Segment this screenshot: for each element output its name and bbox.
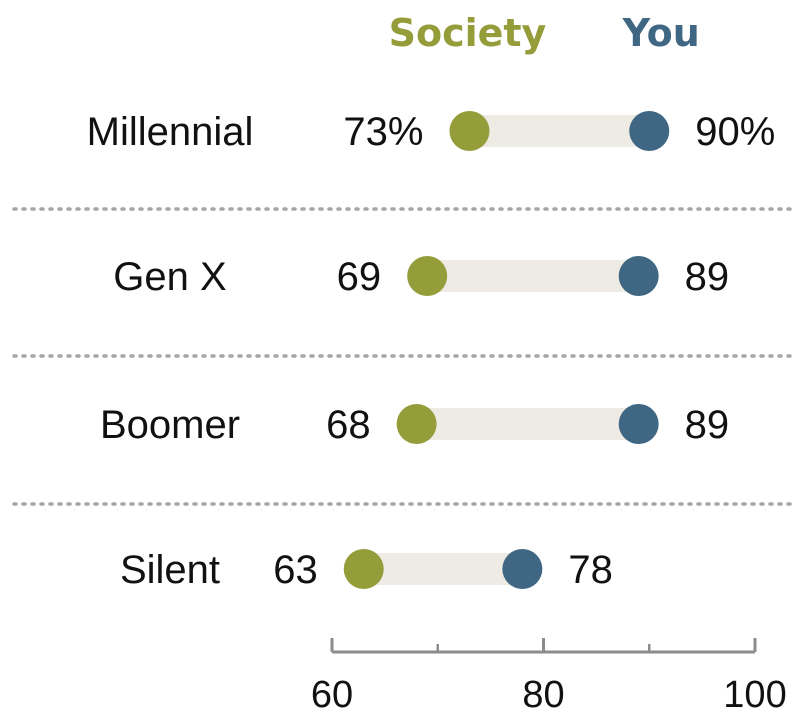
chart-row: Gen X 69 89: [113, 255, 729, 299]
you-value-label: 89: [685, 255, 730, 299]
connector-bar: [416, 408, 639, 440]
you-value-label: 78: [568, 548, 613, 592]
row-label: Gen X: [113, 255, 226, 299]
x-tick-label: 100: [723, 674, 786, 711]
you-dot: [618, 404, 659, 444]
you-value-label: 90%: [695, 110, 775, 154]
row-label: Millennial: [87, 110, 254, 154]
legend-you: You: [622, 11, 700, 55]
you-dot: [629, 111, 670, 151]
society-value-label: 69: [337, 255, 382, 299]
chart-rows: Millennial 73% 90% Gen X 69 89 Boomer 68 89 Silen…: [87, 110, 776, 592]
x-tick-label: 60: [311, 674, 353, 711]
chart-row: Boomer 68 89: [100, 403, 729, 447]
society-value-label: 73%: [343, 110, 423, 154]
society-dot: [407, 256, 448, 296]
you-dot: [502, 549, 543, 589]
legend-society: Society: [389, 11, 547, 55]
row-separators: [12, 207, 792, 506]
you-dot: [618, 256, 659, 296]
chart-row: Millennial 73% 90%: [87, 110, 776, 154]
legend: Society You: [389, 11, 700, 55]
connector-bar: [469, 115, 650, 147]
connector-bar: [363, 553, 523, 585]
row-label: Silent: [120, 548, 220, 592]
society-value-label: 63: [273, 548, 318, 592]
x-axis: 60 80 100: [311, 638, 787, 716]
society-value-label: 68: [326, 403, 371, 447]
x-tick-label: 80: [522, 674, 564, 711]
connector-bar: [427, 260, 639, 292]
chart-row: Silent 63 78: [120, 548, 613, 592]
society-dot: [449, 111, 490, 151]
society-dot: [396, 404, 437, 444]
society-dot: [343, 549, 384, 589]
you-value-label: 89: [685, 403, 730, 447]
row-label: Boomer: [100, 403, 240, 447]
